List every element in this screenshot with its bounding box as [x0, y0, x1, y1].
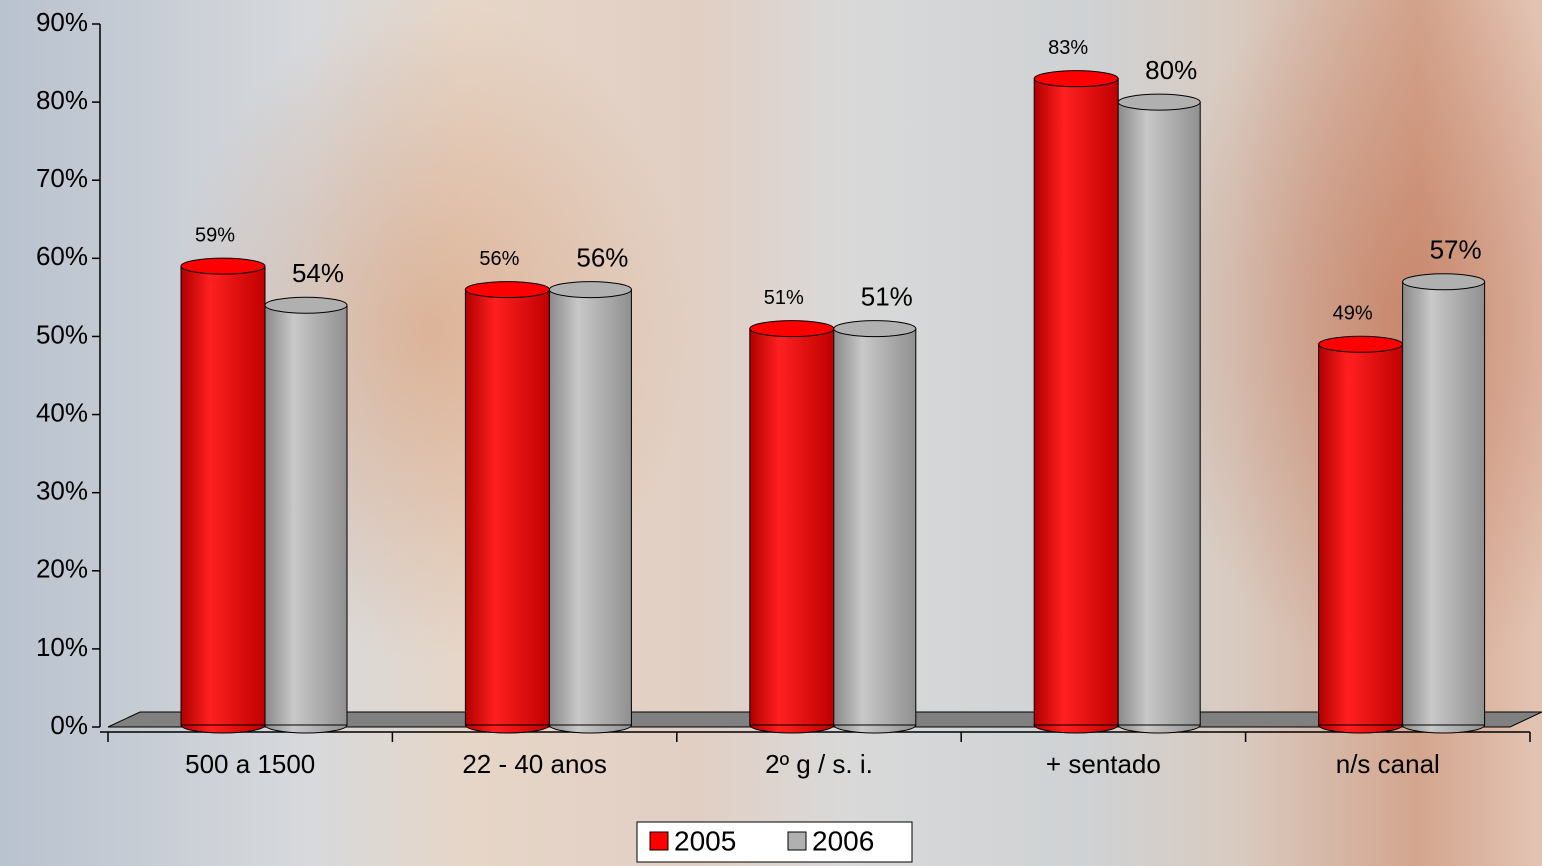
bar	[1318, 343, 1404, 726]
data-label: 59%	[195, 224, 235, 246]
y-tick-label: 70%	[36, 163, 88, 193]
cylinder-top	[180, 257, 266, 275]
y-tick-label: 90%	[36, 7, 88, 37]
data-label: 80%	[1145, 55, 1197, 85]
bar	[1402, 281, 1486, 726]
x-tick-label: + sentado	[1046, 749, 1161, 779]
data-label: 51%	[764, 287, 804, 309]
cylinder-top	[1117, 93, 1201, 111]
y-tick-label: 0%	[50, 710, 88, 740]
legend-label: 2005	[674, 825, 736, 856]
data-label: 51%	[861, 282, 913, 312]
y-tick-label: 40%	[36, 397, 88, 427]
y-tick-label: 20%	[36, 554, 88, 584]
legend-swatch	[649, 831, 669, 851]
y-tick-label: 60%	[36, 241, 88, 271]
cylinder-top	[833, 320, 917, 338]
data-label: 49%	[1333, 303, 1373, 325]
data-label: 56%	[576, 242, 628, 272]
y-tick-label: 80%	[36, 85, 88, 115]
data-label: 56%	[479, 248, 519, 270]
data-label: 57%	[1430, 235, 1482, 265]
bar	[180, 265, 266, 726]
legend-box	[636, 821, 913, 863]
bar	[264, 304, 348, 726]
y-tick-label: 30%	[36, 476, 88, 506]
bar	[1033, 78, 1119, 726]
cylinder-top	[749, 320, 835, 338]
bar	[833, 328, 917, 726]
cylinder-top	[1318, 335, 1404, 353]
x-tick-label: 22 - 40 anos	[462, 749, 607, 779]
x-tick-label: n/s canal	[1336, 749, 1440, 779]
cylinder-top	[264, 296, 348, 314]
bar	[1117, 101, 1201, 726]
cylinder-top	[1402, 273, 1486, 291]
legend-label: 2006	[812, 825, 874, 856]
x-tick-label: 500 a 1500	[185, 749, 315, 779]
bar	[749, 328, 835, 726]
data-label: 83%	[1048, 37, 1088, 59]
cylinder-top	[1033, 70, 1119, 88]
x-tick-label: 2º g / s. i.	[765, 749, 873, 779]
y-tick-label: 50%	[36, 319, 88, 349]
bar	[464, 289, 550, 726]
y-tick-label: 10%	[36, 632, 88, 662]
cylinder-top	[548, 281, 632, 299]
legend-swatch	[787, 831, 807, 851]
bar	[548, 289, 632, 726]
data-label: 54%	[292, 258, 344, 288]
cylinder-top	[464, 281, 550, 299]
